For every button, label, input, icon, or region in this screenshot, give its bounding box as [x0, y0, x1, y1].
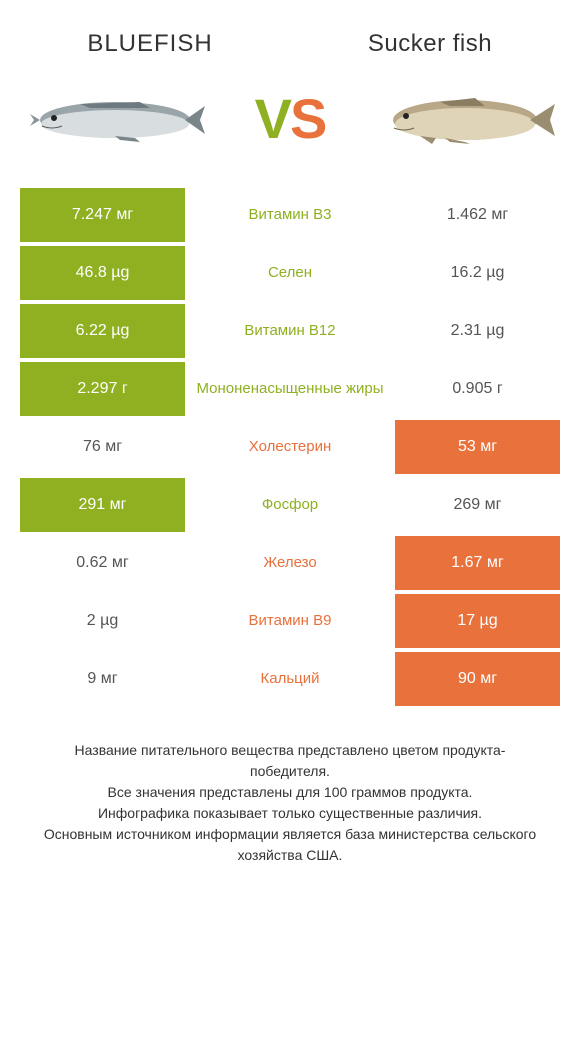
- right-value: 2.31 µg: [395, 304, 560, 358]
- footer-line: Название питательного вещества представл…: [35, 740, 545, 782]
- footer-notes: Название питательного вещества представл…: [0, 710, 580, 866]
- nutrient-label: Витамин B3: [185, 188, 395, 242]
- bluefish-icon: [20, 78, 210, 158]
- right-value: 90 мг: [395, 652, 560, 706]
- left-value: 46.8 µg: [20, 246, 185, 300]
- table-row: 0.62 мгЖелезо1.67 мг: [20, 536, 560, 590]
- vs-v: V: [255, 87, 290, 150]
- right-value: 1.67 мг: [395, 536, 560, 590]
- nutrient-label: Мононенасыщенные жиры: [185, 362, 395, 416]
- nutrient-label: Кальций: [185, 652, 395, 706]
- header: BLUEFISH Sucker fish: [0, 0, 580, 68]
- left-value: 0.62 мг: [20, 536, 185, 590]
- table-row: 9 мгКальций90 мг: [20, 652, 560, 706]
- comparison-table: 7.247 мгВитамин B31.462 мг46.8 µgСелен16…: [0, 188, 580, 706]
- table-row: 2 µgВитамин B917 µg: [20, 594, 560, 648]
- footer-line: Основным источником информации является …: [35, 824, 545, 866]
- table-row: 291 мгФосфор269 мг: [20, 478, 560, 532]
- left-value: 9 мг: [20, 652, 185, 706]
- footer-line: Инфографика показывает только существенн…: [35, 803, 545, 824]
- right-title: Sucker fish: [320, 30, 540, 58]
- right-value: 1.462 мг: [395, 188, 560, 242]
- nutrient-label: Фосфор: [185, 478, 395, 532]
- left-value: 291 мг: [20, 478, 185, 532]
- left-value: 76 мг: [20, 420, 185, 474]
- nutrient-label: Железо: [185, 536, 395, 590]
- right-value: 16.2 µg: [395, 246, 560, 300]
- table-row: 76 мгХолестерин53 мг: [20, 420, 560, 474]
- table-row: 7.247 мгВитамин B31.462 мг: [20, 188, 560, 242]
- table-row: 2.297 гМононенасыщенные жиры0.905 г: [20, 362, 560, 416]
- vs-s: S: [290, 87, 325, 150]
- nutrient-label: Витамин B12: [185, 304, 395, 358]
- vs-label: VS: [255, 86, 326, 151]
- right-value: 17 µg: [395, 594, 560, 648]
- left-value: 7.247 мг: [20, 188, 185, 242]
- nutrient-label: Холестерин: [185, 420, 395, 474]
- images-row: VS: [0, 68, 580, 188]
- left-value: 2.297 г: [20, 362, 185, 416]
- table-row: 46.8 µgСелен16.2 µg: [20, 246, 560, 300]
- right-value: 269 мг: [395, 478, 560, 532]
- table-row: 6.22 µgВитамин B122.31 µg: [20, 304, 560, 358]
- nutrient-label: Витамин B9: [185, 594, 395, 648]
- right-value: 53 мг: [395, 420, 560, 474]
- left-title: BLUEFISH: [40, 30, 260, 58]
- suckerfish-icon: [370, 78, 560, 158]
- left-value: 6.22 µg: [20, 304, 185, 358]
- right-value: 0.905 г: [395, 362, 560, 416]
- left-value: 2 µg: [20, 594, 185, 648]
- nutrient-label: Селен: [185, 246, 395, 300]
- footer-line: Все значения представлены для 100 граммо…: [35, 782, 545, 803]
